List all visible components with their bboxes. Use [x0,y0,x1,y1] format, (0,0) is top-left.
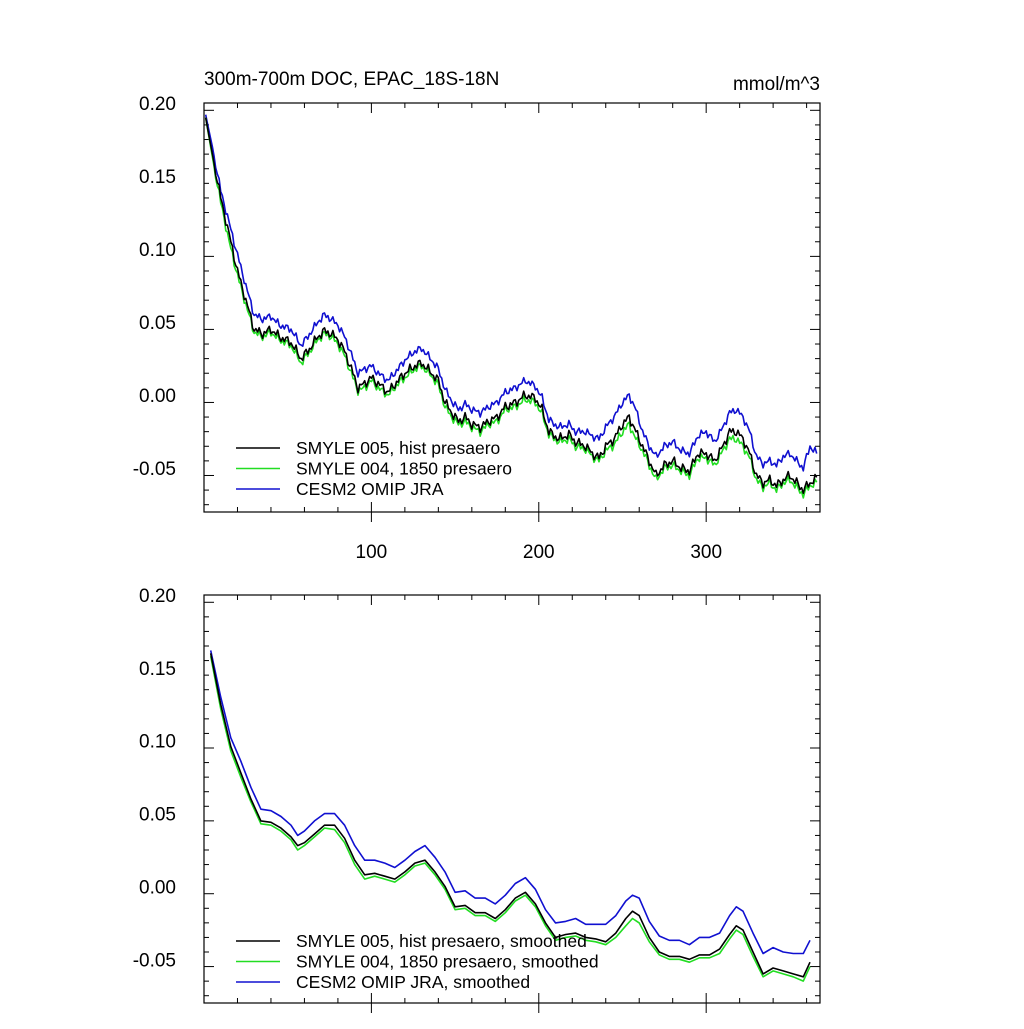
y-tick-label: 0.20 [139,586,176,607]
y-tick-label: 0.10 [139,240,176,261]
plot-frame [203,102,821,513]
x-tick-label: 200 [523,542,555,563]
x-tick-label: 300 [690,542,722,563]
chart-panel-1: 0.20 0.15 0.10 0.05 0.00 -0.05 100 200 300 300m-7… [133,69,821,563]
series-line-2 [204,117,818,499]
y-tick-label: 0.15 [139,659,176,680]
series-line-3 [209,650,811,955]
y-tick-label: -0.05 [133,459,176,480]
chart-title: 300m-700m DOC, EPAC_18S-18N [204,69,499,90]
y-tick-label: 0.05 [139,313,176,334]
chart-panel-2: 0.20 0.15 0.10 0.05 0.00 -0.05 SMYLE 005, hist… [133,586,821,1013]
x-tick-label: 100 [356,542,388,563]
y-tick-label: 0.10 [139,732,176,753]
plot-frame [203,594,821,1004]
y-tick-label: 0.20 [139,94,176,115]
legend-label: SMYLE 005, hist presaero, smoothed [296,931,587,951]
y-tick-label: -0.05 [133,950,176,971]
y-tick-label: 0.15 [139,167,176,188]
y-tick-label: 0.00 [139,877,176,898]
legend-label: CESM2 OMIP JRA, smoothed [296,972,530,992]
series-line-3 [204,114,818,472]
y-tick-label: 0.05 [139,805,176,826]
units-label: mmol/m^3 [733,74,820,95]
legend-label: SMYLE 004, 1850 presaero, smoothed [296,952,599,972]
series-line-1 [209,653,811,978]
y-tick-label: 0.00 [139,386,176,407]
legend-label: CESM2 OMIP JRA [296,479,444,499]
series-line-2 [209,656,811,982]
legend-label: SMYLE 004, 1850 presaero [296,459,512,479]
series-line-1 [204,117,818,495]
legend-label: SMYLE 005, hist presaero [296,438,500,458]
